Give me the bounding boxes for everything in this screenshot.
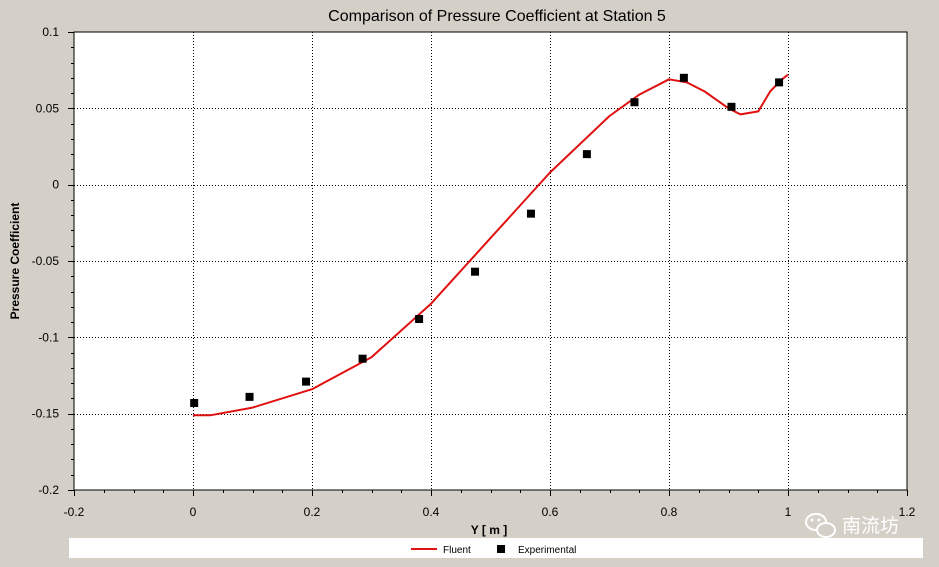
legend-box xyxy=(69,538,923,558)
y-tick-label: 0.05 xyxy=(36,101,60,115)
y-tick-label: -0.15 xyxy=(32,407,60,421)
watermark-text: 南流坊 xyxy=(842,515,899,537)
legend-experimental-swatch xyxy=(497,545,505,553)
experimental-point xyxy=(190,398,199,407)
data-series xyxy=(190,73,789,417)
y-tick-labels: -0.2 -0.15 -0.1 -0.05 0 0.05 0.1 xyxy=(32,25,60,497)
watermark: 南流坊 xyxy=(805,513,899,538)
axis-ticks xyxy=(68,32,908,496)
x-tick-label: 0 xyxy=(190,505,197,519)
y-tick-label: -0.1 xyxy=(38,330,59,344)
x-axis-label: Y [ m ] xyxy=(471,523,507,537)
chart-title: Comparison of Pressure Coefficient at St… xyxy=(328,8,666,25)
experimental-point xyxy=(471,267,480,276)
legend-fluent-label: Fluent xyxy=(443,545,471,556)
experimental-point xyxy=(526,209,535,218)
x-tick-label: 0.2 xyxy=(304,505,321,519)
x-tick-label: -0.2 xyxy=(64,505,85,519)
experimental-point xyxy=(775,78,784,87)
experimental-point xyxy=(358,354,367,363)
x-tick-label: 1 xyxy=(785,505,792,519)
series-fluent-line xyxy=(193,73,789,417)
y-tick-label: -0.2 xyxy=(38,483,59,497)
x-tick-label: 1.2 xyxy=(899,505,916,519)
experimental-point xyxy=(245,392,254,401)
y-tick-label: -0.05 xyxy=(32,254,60,268)
y-tick-label: 0 xyxy=(52,178,59,192)
x-tick-label: 0.4 xyxy=(423,505,440,519)
legend-experimental-label: Experimental xyxy=(518,545,576,556)
experimental-point xyxy=(302,377,311,386)
experimental-point xyxy=(727,102,736,111)
wechat-icon xyxy=(805,513,836,538)
x-tick-label: 0.8 xyxy=(661,505,678,519)
experimental-point xyxy=(415,315,424,324)
experimental-point xyxy=(630,98,639,107)
y-axis-label: Pressure Coefficient xyxy=(8,203,22,320)
y-tick-label: 0.1 xyxy=(42,25,59,39)
x-tick-label: 0.6 xyxy=(542,505,559,519)
experimental-point xyxy=(582,150,591,159)
experimental-point xyxy=(679,73,688,82)
x-tick-labels: -0.2 0 0.2 0.4 0.6 0.8 1 1.2 xyxy=(64,505,916,519)
